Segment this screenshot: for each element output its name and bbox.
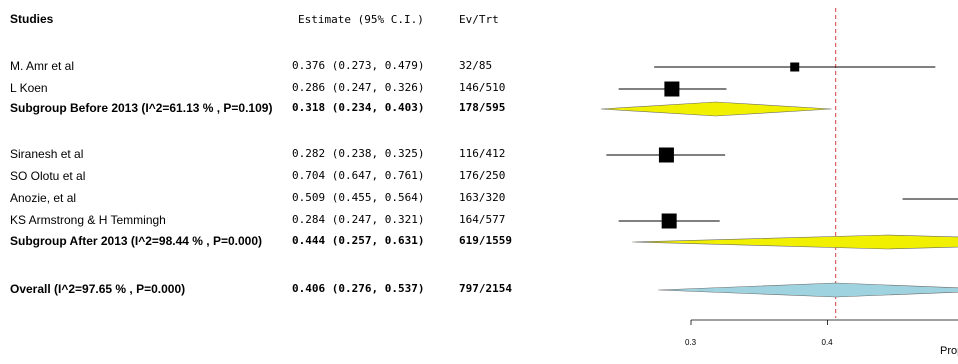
point-estimate-square: [661, 213, 677, 229]
estimate-ci-text: 0.282 (0.238, 0.325): [292, 147, 425, 160]
x-tick-label: 0.4: [821, 338, 833, 347]
point-estimate-square: [790, 62, 800, 72]
estimate-ci-text: 0.284 (0.247, 0.321): [292, 213, 425, 226]
events-total-text: 163/320: [459, 191, 506, 204]
point-estimate-square: [664, 81, 680, 97]
events-total-text: 797/2154: [459, 282, 512, 295]
subgroup-label: Subgroup After 2013 (I^2=98.44 % , P=0.0…: [10, 234, 262, 248]
estimate-ci-text: 0.704 (0.647, 0.761): [292, 169, 425, 182]
estimate-ci-text: 0.406 (0.276, 0.537): [292, 282, 425, 295]
subgroup-label: Subgroup Before 2013 (I^2=61.13 % , P=0.…: [10, 101, 273, 115]
estimate-ci-text: 0.509 (0.455, 0.564): [292, 191, 425, 204]
events-total-text: 116/412: [459, 147, 506, 160]
x-axis-title: Proportion: [940, 345, 958, 357]
x-tick-label: 0.3: [685, 338, 697, 347]
estimate-ci-text: 0.444 (0.257, 0.631): [292, 234, 425, 247]
subgroup-diamond: [600, 101, 832, 117]
overall-label: Overall (I^2=97.65 % , P=0.000): [10, 282, 186, 296]
estimate-ci-text: 0.376 (0.273, 0.479): [292, 59, 425, 72]
subgroup-diamond: [632, 234, 958, 250]
overall-diamond: [658, 282, 958, 298]
study-label: SO Olotu et al: [10, 169, 86, 183]
events-total-text: 164/577: [459, 213, 506, 226]
studies-header: Studies: [10, 12, 54, 26]
study-label: L Koen: [10, 81, 48, 95]
ev-trt-header: Ev/Trt: [459, 13, 499, 26]
study-label: KS Armstrong & H Temmingh: [10, 213, 166, 227]
study-label: Anozie, et al: [10, 191, 77, 205]
point-estimate-square: [658, 147, 674, 163]
estimate-header: Estimate (95% C.I.): [298, 13, 424, 26]
estimate-ci-text: 0.286 (0.247, 0.326): [292, 81, 425, 94]
study-label: M. Amr et al: [10, 59, 75, 73]
events-total-text: 32/85: [459, 59, 493, 72]
study-label: Siranesh et al: [10, 147, 84, 161]
events-total-text: 619/1559: [459, 234, 512, 247]
estimate-ci-text: 0.318 (0.234, 0.403): [292, 101, 425, 114]
events-total-text: 178/595: [459, 101, 506, 114]
events-total-text: 176/250: [459, 169, 506, 182]
events-total-text: 146/510: [459, 81, 506, 94]
